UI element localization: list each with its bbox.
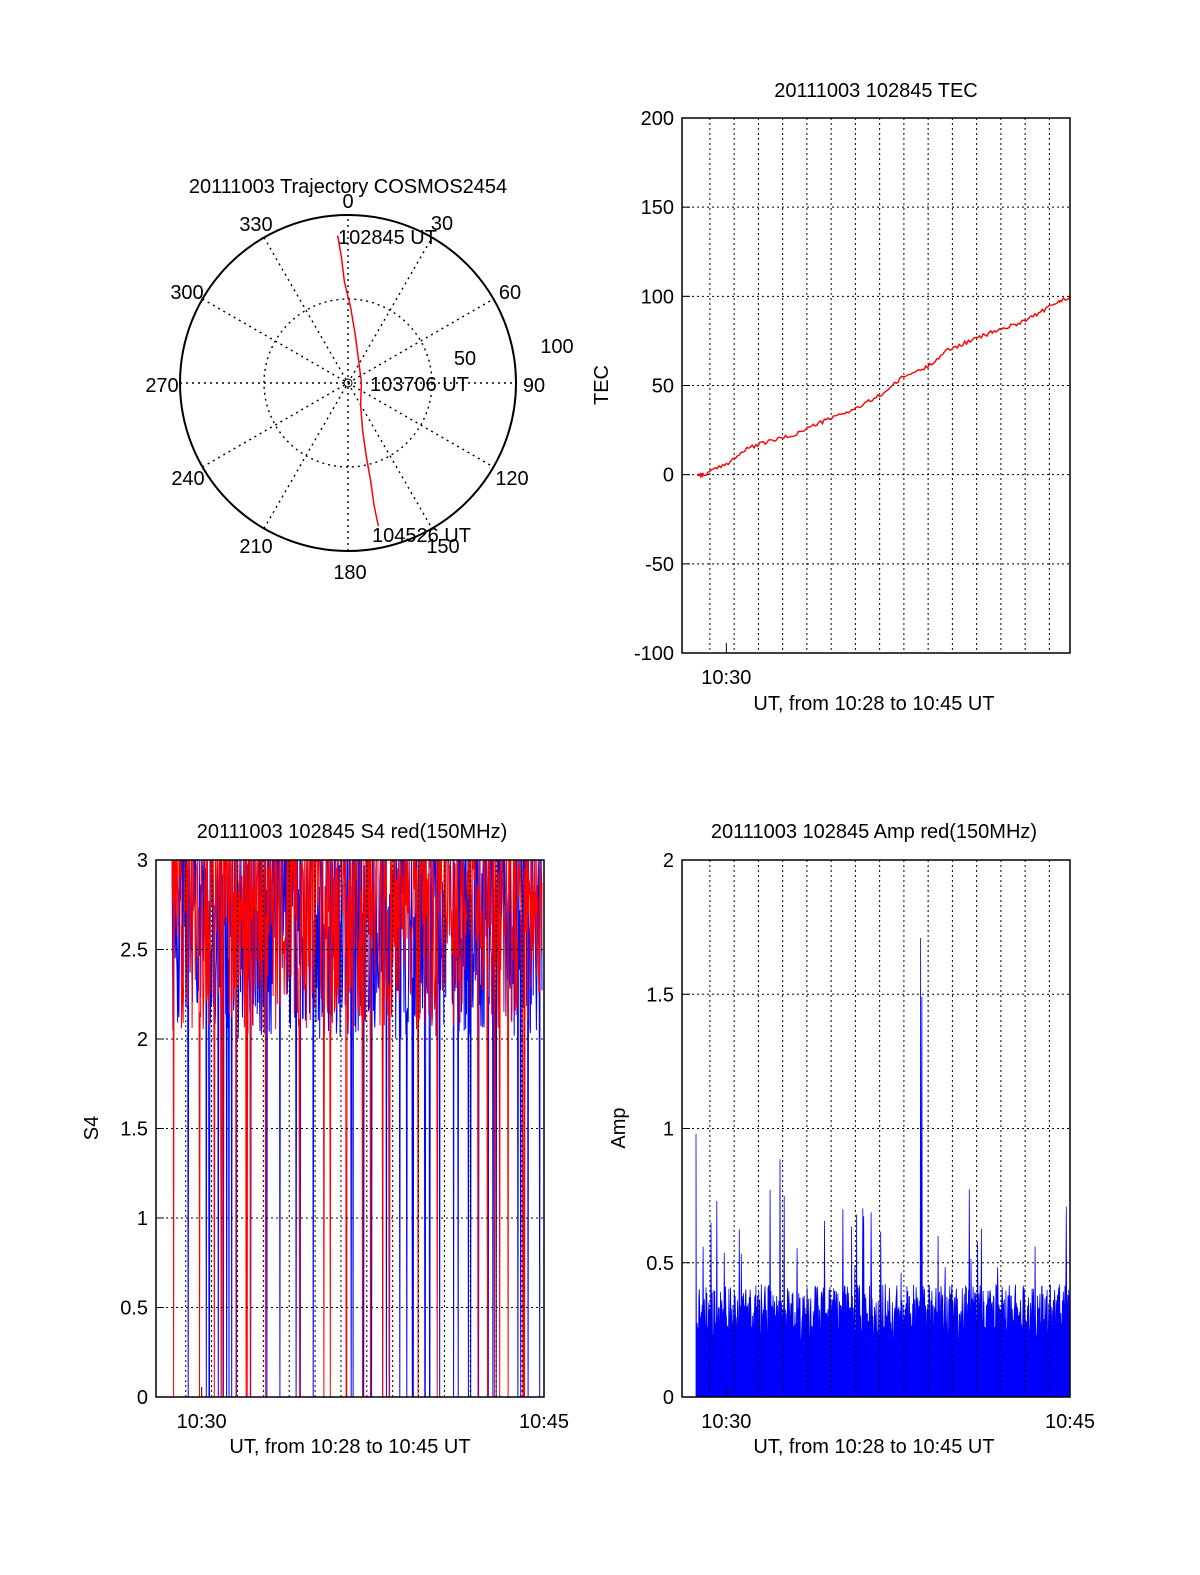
radial-label-50: 50 xyxy=(454,348,476,370)
polar-azimuth-labels: 0 30 60 90 120 150 180 210 240 270 300 3… xyxy=(145,191,573,584)
tec-xlabel: UT, from 10:28 to 10:45 UT xyxy=(753,693,994,715)
tec-title: 20111003 102845 TEC xyxy=(774,80,978,102)
azimuth-label-240: 240 xyxy=(171,468,204,490)
amp-y-tick-labels: 0 0.5 1 1.5 2 xyxy=(646,850,674,1409)
polar-grid xyxy=(180,215,516,551)
tec-frame xyxy=(681,117,1071,654)
tec-ytick-label-1: -50 xyxy=(645,554,674,576)
amp-title: 20111003 102845 Amp red(150MHz) xyxy=(711,821,1037,843)
tec-grid xyxy=(682,117,1070,654)
amp-ytick-label-0: 0 xyxy=(663,1387,674,1409)
tec-ytick-label-0: -100 xyxy=(634,643,674,665)
polar-title: 20111003 Trajectory COSMOS2454 xyxy=(189,176,507,198)
s4-xtick-label-1: 10:45 xyxy=(519,1411,569,1433)
tec-ytick-label-6: 200 xyxy=(641,108,674,130)
amp-ytick-label-2: 1 xyxy=(663,1119,674,1141)
s4-y-tick-labels: 0 0.5 1 1.5 2 2.5 3 xyxy=(120,850,148,1409)
amp-ytick-label-1: 0.5 xyxy=(646,1253,674,1275)
amp-panel: 20111003 102845 Amp red(150MHz) 0 0.5 1 1.5… xyxy=(608,821,1095,1458)
s4-ytick-label-4: 2 xyxy=(137,1029,148,1051)
amp-frame xyxy=(681,859,1071,1398)
tec-ytick-label-5: 150 xyxy=(641,197,674,219)
tec-x-tick-labels: 10:30 xyxy=(701,667,751,689)
s4-x-tick-labels: 10:30 10:45 xyxy=(177,1411,569,1433)
amp-bars-0 xyxy=(695,937,1071,1398)
amp-xtick-label-0: 10:30 xyxy=(701,1411,751,1433)
amp-x-tick-labels: 10:30 10:45 xyxy=(701,1411,1095,1433)
tec-line-0 xyxy=(697,295,1071,479)
amp-series xyxy=(695,937,1071,1398)
polar-center-marker xyxy=(343,378,353,388)
tec-ytick-label-4: 100 xyxy=(641,286,674,308)
s4-title: 20111003 102845 S4 red(150MHz) xyxy=(197,821,508,843)
s4-frame xyxy=(155,859,545,1398)
trajectory-end-time: 104526 UT xyxy=(372,525,471,547)
s4-ytick-label-2: 1 xyxy=(137,1208,148,1230)
s4-xtick-label-0: 10:30 xyxy=(177,1411,227,1433)
tec-ytick-label-3: 50 xyxy=(652,376,674,398)
azimuth-label-30: 30 xyxy=(431,213,453,235)
polar-series xyxy=(336,235,380,527)
tec-panel: 20111003 102845 TEC -100-50050100150200 … xyxy=(591,80,1071,715)
tec-ytick-label-2: 0 xyxy=(663,465,674,487)
radial-label-100: 100 xyxy=(540,336,573,358)
azimuth-label-300: 300 xyxy=(170,282,203,304)
s4-line-1 xyxy=(171,859,543,1398)
s4-panel: 20111003 102845 S4 red(150MHz) 0 0.5 1 1.5 2… xyxy=(81,821,569,1458)
s4-xlabel: UT, from 10:28 to 10:45 UT xyxy=(229,1436,470,1458)
trajectory-start-time: 102845 UT xyxy=(338,227,437,249)
amp-xtick-label-1: 10:45 xyxy=(1045,1411,1095,1433)
azimuth-label-120: 120 xyxy=(495,468,528,490)
polar-panel: 20111003 Trajectory COSMOS2454 0 30 60 9… xyxy=(145,176,573,584)
azimuth-label-90: 90 xyxy=(523,375,545,397)
s4-ylabel: S4 xyxy=(81,1116,103,1140)
trajectory-mid-time: 103706 UT xyxy=(370,374,469,396)
tec-series xyxy=(697,295,1071,479)
azimuth-label-270: 270 xyxy=(145,375,178,397)
s4-ytick-label-6: 3 xyxy=(137,850,148,872)
trajectory-line-0 xyxy=(336,235,380,527)
azimuth-label-330: 330 xyxy=(239,214,272,236)
tec-y-tick-labels: -100 -50 0 50 100 150 200 xyxy=(634,108,674,665)
s4-ytick-label-3: 1.5 xyxy=(120,1119,148,1141)
azimuth-label-180: 180 xyxy=(333,562,366,584)
s4-ytick-label-0: 0 xyxy=(137,1387,148,1409)
amp-xlabel: UT, from 10:28 to 10:45 UT xyxy=(753,1436,994,1458)
azimuth-label-150: 150 xyxy=(426,536,459,558)
amp-ytick-label-3: 1.5 xyxy=(646,984,674,1006)
azimuth-label-0: 0 xyxy=(342,191,353,213)
tec-ylabel: TEC xyxy=(591,365,613,405)
s4-ytick-label-1: 0.5 xyxy=(120,1298,148,1320)
azimuth-label-60: 60 xyxy=(499,282,521,304)
polar-outer-circle xyxy=(179,214,517,552)
polar-spoke-150 xyxy=(263,237,433,529)
amp-ylabel: Amp xyxy=(608,1107,630,1148)
tec-xtick-label-0: 10:30 xyxy=(701,667,751,689)
azimuth-label-210: 210 xyxy=(239,536,272,558)
amp-ytick-label-4: 2 xyxy=(663,850,674,872)
s4-ytick-label-5: 2.5 xyxy=(120,940,148,962)
